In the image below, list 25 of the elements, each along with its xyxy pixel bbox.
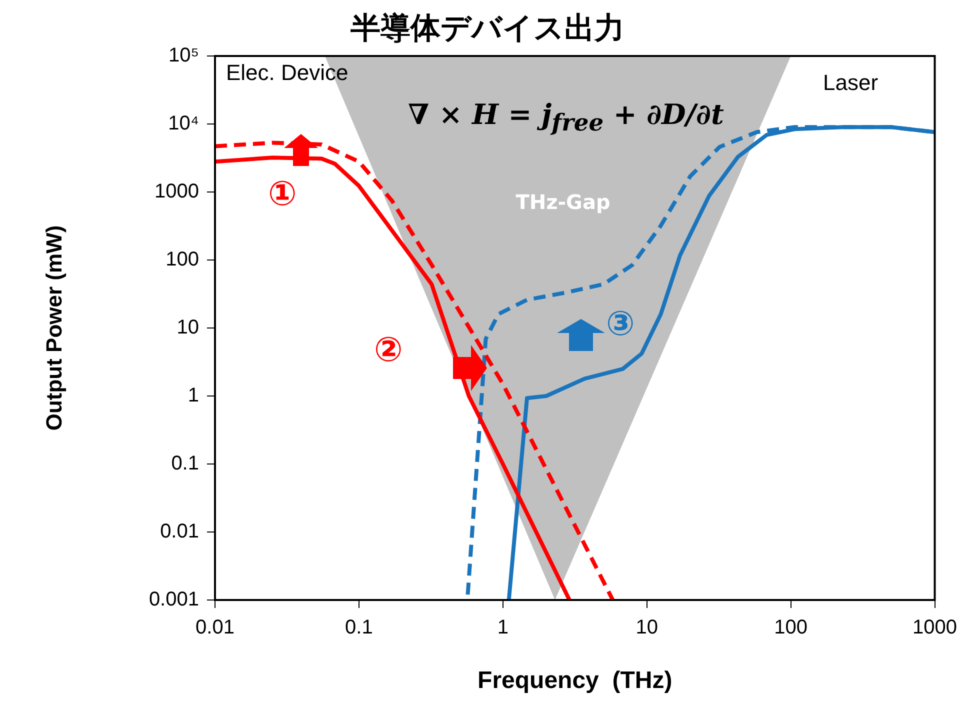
x-tick-label: 100	[774, 616, 808, 639]
x-tick-label: 1000	[912, 616, 958, 639]
x-tick-label: 0.1	[345, 616, 373, 639]
y-tick-label: 10	[176, 316, 199, 339]
x-tick-label: 10	[636, 616, 658, 639]
y-tick-label: 100	[166, 248, 199, 271]
x-tick-label: 0.01	[196, 616, 234, 639]
annotation: ③	[606, 304, 635, 344]
annotation: ∇ × H = j$_{free}$ + ∂D/∂t	[408, 98, 724, 137]
y-tick-label: 1000	[154, 180, 199, 203]
annotation: Elec. Device	[226, 60, 348, 86]
annotation: THz-Gap	[514, 190, 612, 214]
x-tick-label: 1	[497, 616, 508, 639]
y-axis-title: Output Power (mW)	[41, 225, 66, 431]
annotation: ①	[268, 174, 297, 214]
y-tick-label: 0.001	[148, 588, 199, 611]
y-tick-label: 10⁴	[168, 112, 199, 135]
y-tick-label: 10⁵	[168, 44, 199, 67]
annotation: ②	[374, 330, 403, 370]
y-tick-label: 0.01	[160, 520, 199, 543]
chart-title: 半導体デバイス出力	[350, 10, 624, 46]
y-tick-label: 0.1	[171, 452, 199, 475]
x-axis-title: Frequency (THz)	[478, 667, 672, 694]
annotation: Laser	[823, 70, 878, 96]
y-tick-label: 1	[188, 384, 199, 407]
